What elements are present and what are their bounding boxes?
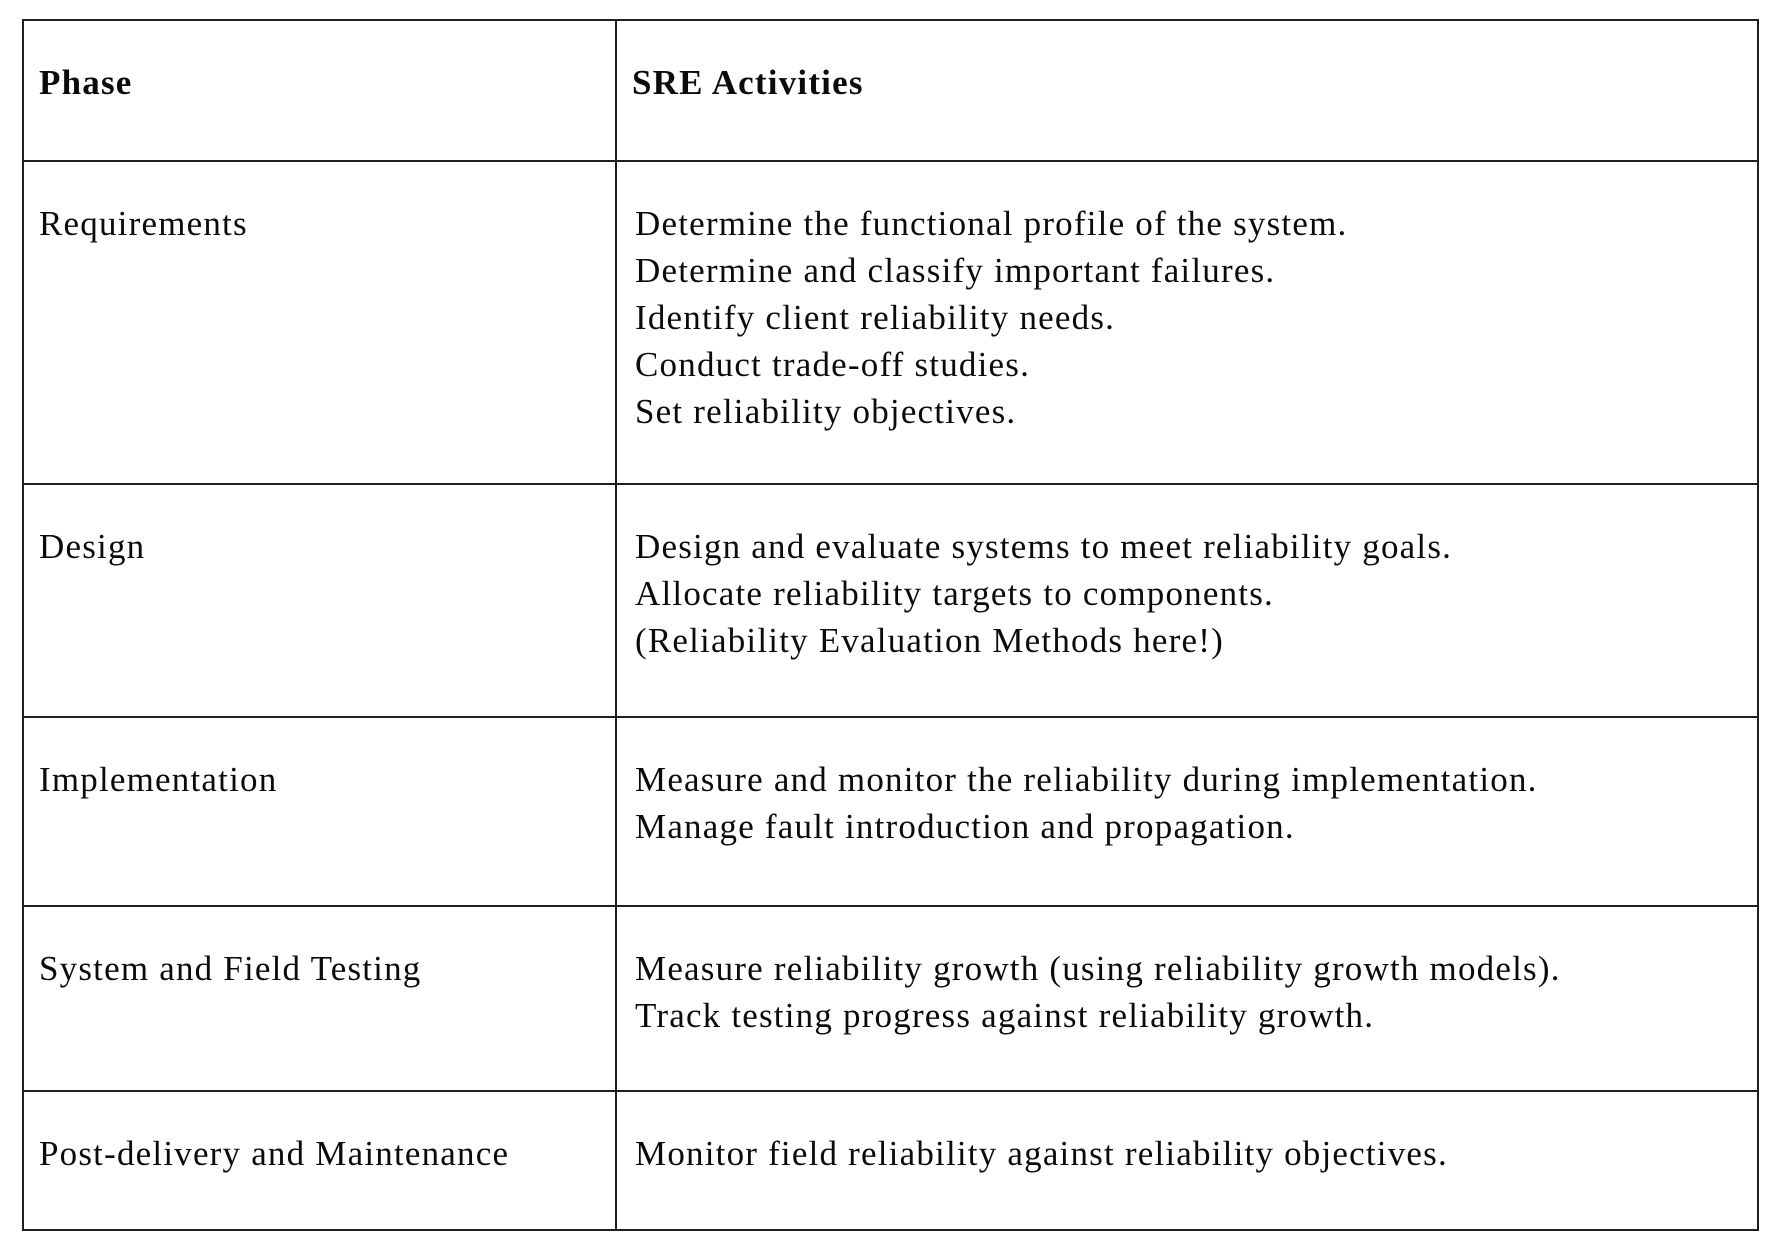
phase-label: Post-delivery and Maintenance <box>39 1134 510 1173</box>
activity-line: Measure reliability growth (using reliab… <box>635 949 1561 988</box>
activities-cell: Measure reliability growth (using reliab… <box>615 905 1759 1092</box>
phase-label: Implementation <box>39 760 278 799</box>
activity-line: Monitor field reliability against reliab… <box>635 1134 1448 1173</box>
phase-label: Design <box>39 527 146 566</box>
table-header-row: Phase SRE Activities <box>22 19 1759 162</box>
table-row-design: Design Design and evaluate systems to me… <box>22 483 1759 718</box>
phase-label: Requirements <box>39 204 248 243</box>
table-row-system-and-field-testing: System and Field Testing Measure reliabi… <box>22 905 1759 1092</box>
activities-cell: Design and evaluate systems to meet reli… <box>615 483 1759 718</box>
activity-line: Determine the functional profile of the … <box>635 204 1348 243</box>
activities-cell: Determine the functional profile of the … <box>615 160 1759 485</box>
table-row-post-delivery-and-maintenance: Post-delivery and Maintenance Monitor fi… <box>22 1090 1759 1231</box>
phase-cell: Design <box>22 483 617 718</box>
activity-line: Set reliability objectives. <box>635 392 1017 431</box>
activities-cell: Measure and monitor the reliability duri… <box>615 716 1759 907</box>
table-row-requirements: Requirements Determine the functional pr… <box>22 160 1759 485</box>
activity-line: Design and evaluate systems to meet reli… <box>635 527 1453 566</box>
activity-line: Identify client reliability needs. <box>635 298 1116 337</box>
activities-cell: Monitor field reliability against reliab… <box>615 1090 1759 1231</box>
table-row-implementation: Implementation Measure and monitor the r… <box>22 716 1759 907</box>
activity-line: Allocate reliability targets to componen… <box>635 574 1274 613</box>
phase-cell: Requirements <box>22 160 617 485</box>
phase-label: System and Field Testing <box>39 949 422 988</box>
phase-cell: Implementation <box>22 716 617 907</box>
activity-line: Manage fault introduction and propagatio… <box>635 807 1295 846</box>
activity-line: Measure and monitor the reliability duri… <box>635 760 1538 799</box>
sre-phases-table: Phase SRE Activities Requirements Determ… <box>22 19 1759 1231</box>
phase-cell: Post-delivery and Maintenance <box>22 1090 617 1231</box>
column-header-sre-activities: SRE Activities <box>615 19 1759 162</box>
activity-line: (Reliability Evaluation Methods here!) <box>635 621 1224 660</box>
activity-line: Track testing progress against reliabili… <box>635 996 1375 1035</box>
column-header-phase: Phase <box>22 19 617 162</box>
activity-line: Conduct trade-off studies. <box>635 345 1031 384</box>
phase-cell: System and Field Testing <box>22 905 617 1092</box>
activity-line: Determine and classify important failure… <box>635 251 1276 290</box>
